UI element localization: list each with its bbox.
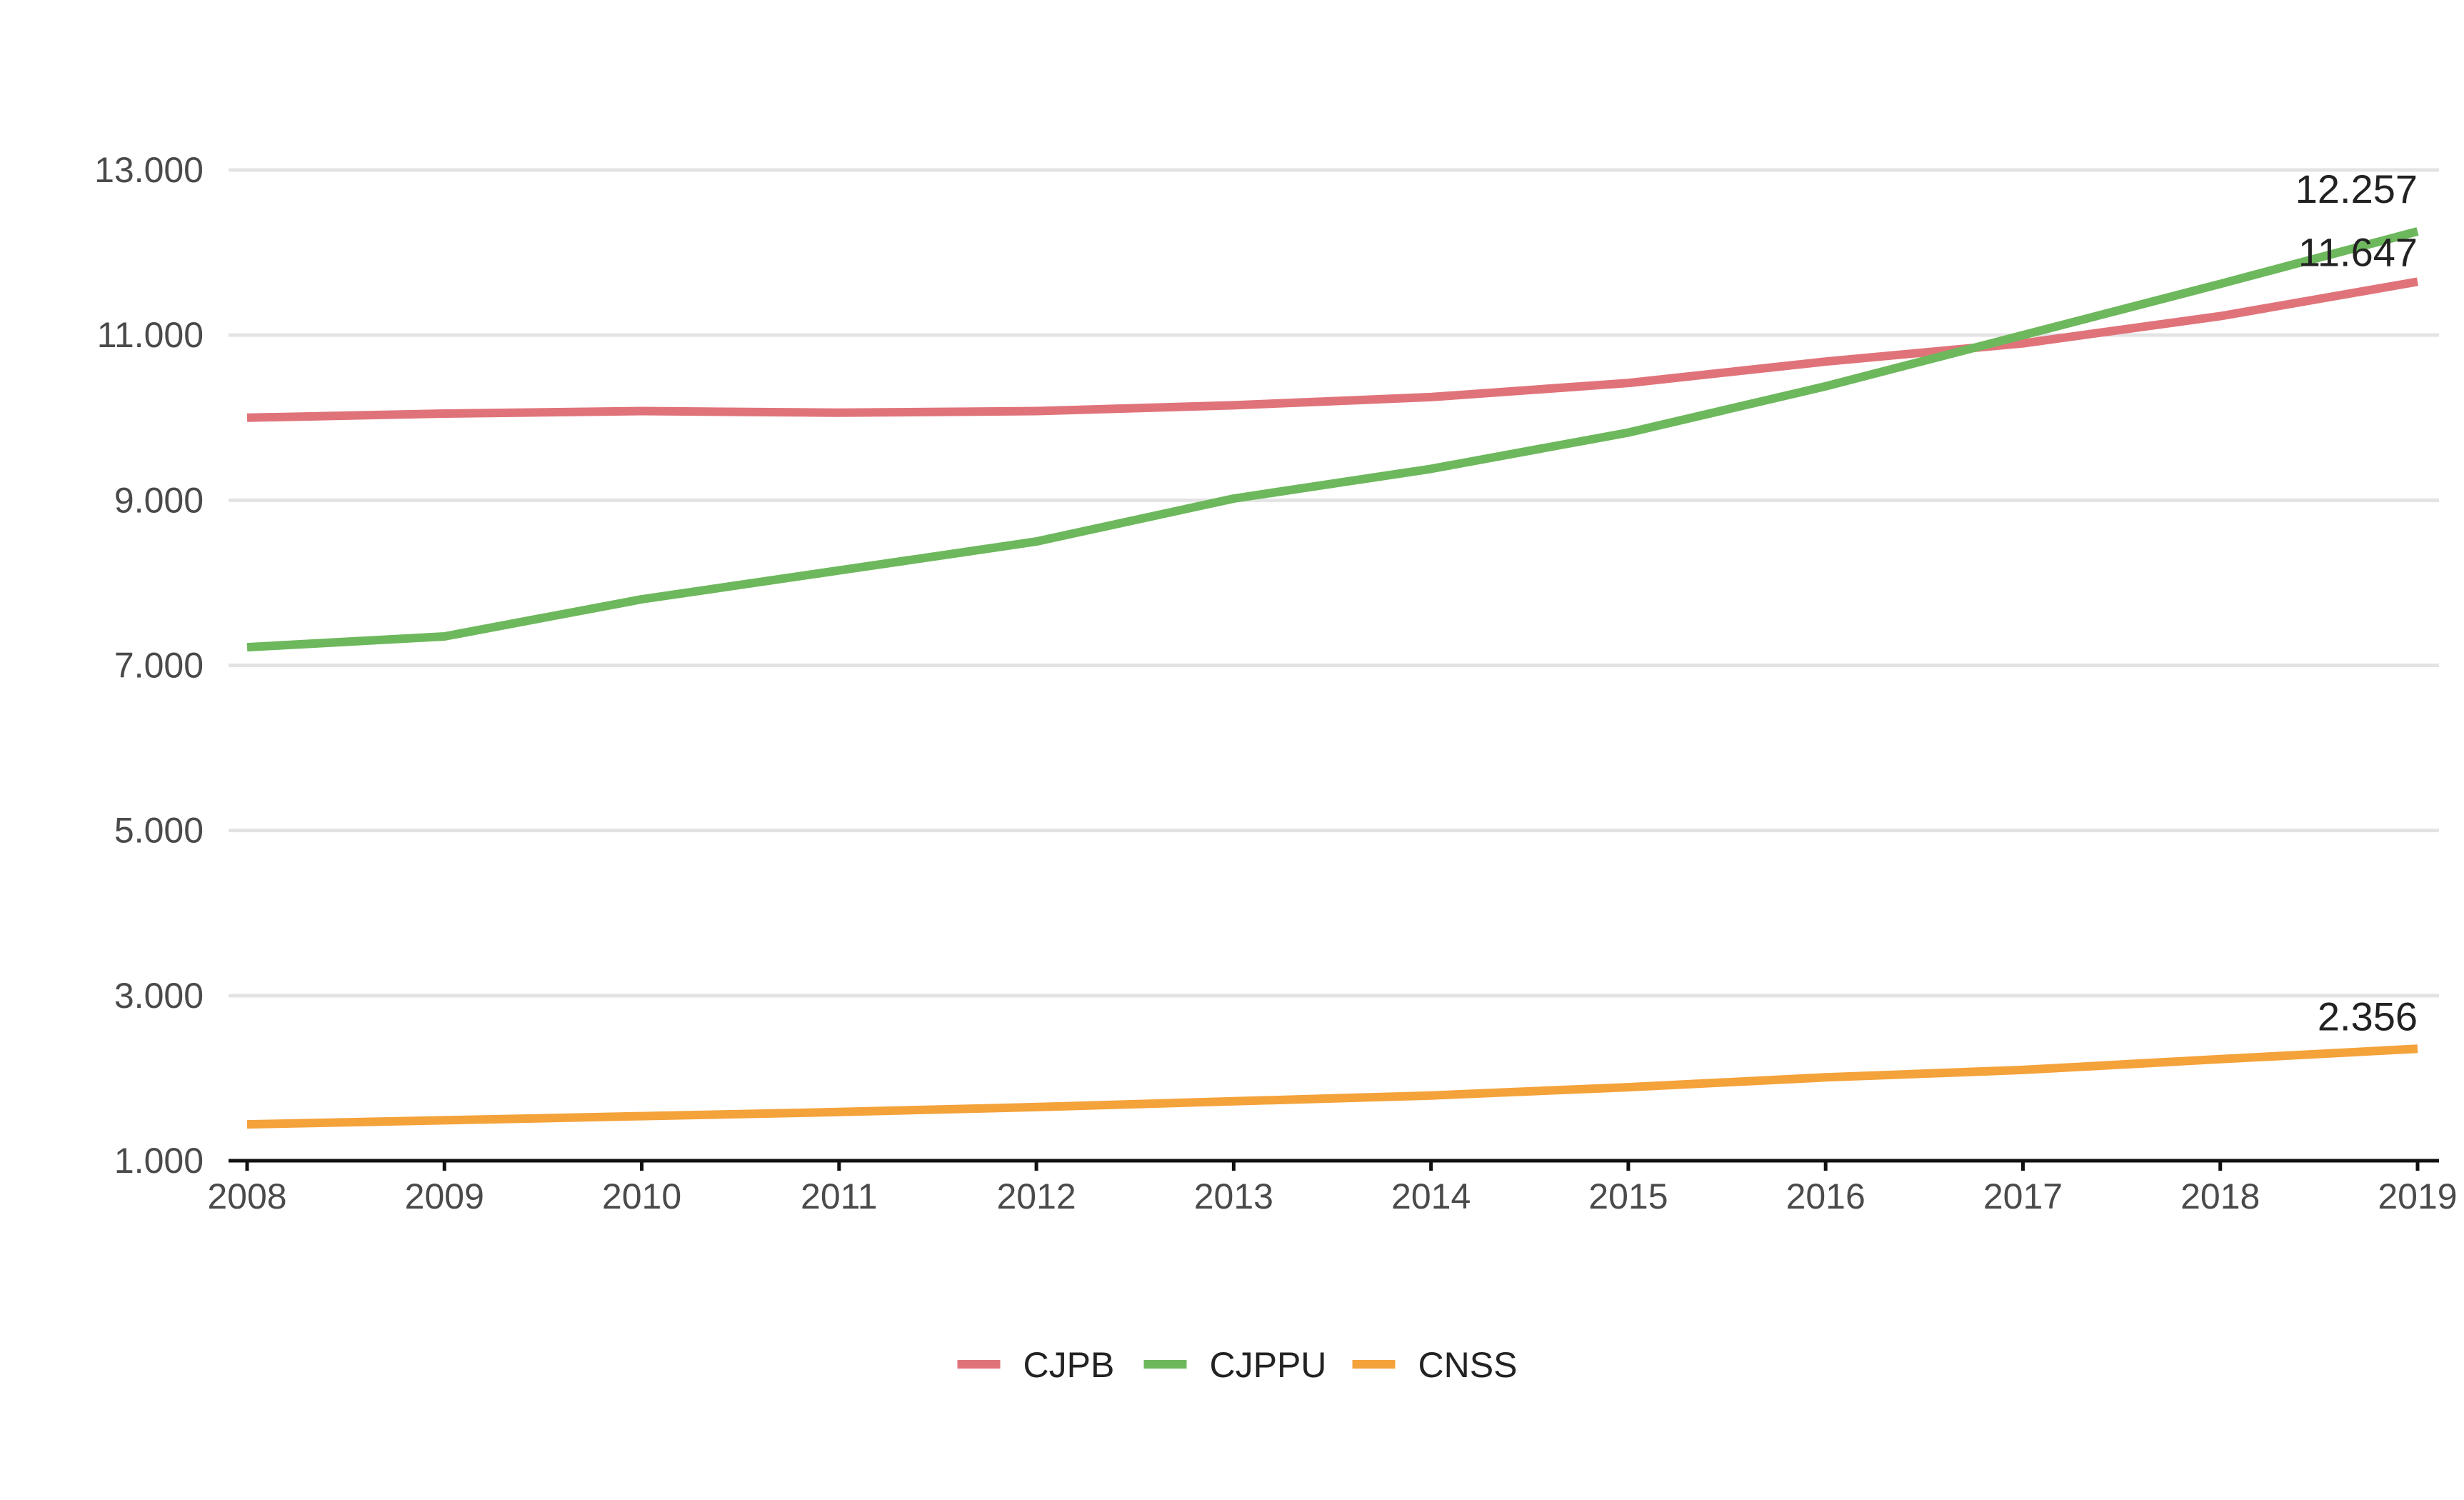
series-line-cjpb — [246, 277, 2419, 422]
x-axis-tick-labels: 2008 2009 2010 2011 2012 2013 2014 2015 2016 2017… — [207, 1176, 2457, 1216]
end-label-cjpb: 11.647 — [2298, 229, 2418, 274]
y-tick-label-7000: 7.000 — [114, 646, 204, 686]
y-tick-label-9000: 9.000 — [114, 480, 204, 520]
x-tick-label-2016: 2016 — [1786, 1176, 1865, 1216]
x-tick-label-2014: 2014 — [1391, 1176, 1471, 1216]
x-tick-label-2018: 2018 — [2180, 1176, 2260, 1216]
y-tick-label-3000: 3.000 — [114, 976, 204, 1016]
x-tick-label-2015: 2015 — [1588, 1176, 1668, 1216]
y-axis-tick-labels: 1.000 3.000 5.000 7.000 9.000 11.000 13.000 — [94, 150, 204, 1181]
legend: CJPB CJPPU CNSS — [957, 1345, 1518, 1385]
end-value-labels: 11.647 12.257 2.356 — [2295, 166, 2418, 1039]
series-lines — [246, 227, 2419, 1129]
y-tick-label-13000: 13.000 — [94, 150, 204, 190]
x-tick-label-2019: 2019 — [2378, 1176, 2457, 1216]
y-tick-label-11000: 11.000 — [97, 315, 204, 355]
x-tick-label-2011: 2011 — [801, 1176, 878, 1216]
y-tick-label-5000: 5.000 — [114, 811, 204, 851]
x-tick-label-2013: 2013 — [1194, 1176, 1273, 1216]
legend-label-cjpb: CJPB — [1023, 1345, 1115, 1385]
series-line-cjppu — [246, 227, 2419, 652]
x-tick-label-2009: 2009 — [405, 1176, 484, 1216]
grid-lines — [229, 168, 2439, 998]
y-tick-label-1000: 1.000 — [114, 1141, 204, 1181]
x-tick-label-2010: 2010 — [602, 1176, 681, 1216]
x-tick-label-2017: 2017 — [1983, 1176, 2063, 1216]
x-tick-label-2012: 2012 — [996, 1176, 1076, 1216]
x-tick-label-2008: 2008 — [207, 1176, 286, 1216]
series-line-cnss — [246, 1044, 2418, 1129]
end-label-cnss: 2.356 — [2318, 994, 2418, 1039]
end-label-cjppu: 12.257 — [2295, 166, 2418, 211]
x-axis — [229, 1159, 2439, 1171]
legend-label-cjppu: CJPPU — [1210, 1345, 1327, 1385]
legend-label-cnss: CNSS — [1418, 1345, 1518, 1385]
